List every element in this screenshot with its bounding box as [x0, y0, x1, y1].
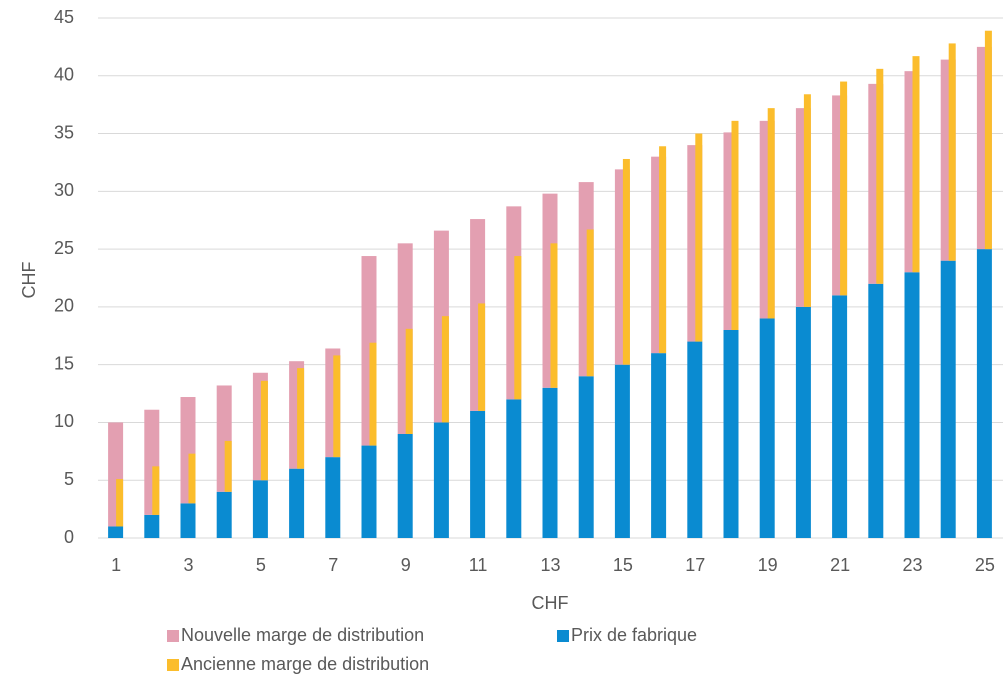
bar [578, 376, 594, 538]
y-tick-label: 15 [54, 353, 74, 373]
bar [614, 364, 630, 538]
bar [876, 68, 884, 284]
bar [832, 295, 848, 538]
y-tick-label: 45 [54, 7, 74, 27]
bar [514, 256, 522, 400]
x-tick-label: 13 [540, 555, 560, 575]
legend-swatch [167, 659, 179, 671]
bar [651, 353, 667, 538]
x-axis-label: CHF [532, 593, 569, 613]
y-tick-label: 20 [54, 296, 74, 316]
bar [767, 108, 775, 319]
bar [904, 272, 920, 538]
bar [586, 229, 594, 377]
bar [188, 453, 196, 504]
y-tick-label: 5 [64, 469, 74, 489]
x-tick-label: 1 [111, 555, 121, 575]
y-axis-label: CHF [19, 262, 39, 299]
bar [297, 368, 305, 469]
y-tick-label: 40 [54, 65, 74, 85]
bar [912, 56, 920, 273]
x-tick-label: 3 [183, 555, 193, 575]
bar [289, 468, 305, 538]
bar [506, 399, 522, 538]
bar [260, 380, 268, 481]
bar [550, 243, 558, 388]
bar [695, 133, 703, 342]
bar [759, 318, 775, 538]
bar [441, 316, 449, 423]
bar [152, 466, 160, 515]
y-tick-label: 0 [64, 527, 74, 547]
bar [868, 283, 884, 538]
x-tick-label: 23 [902, 555, 922, 575]
bar [470, 410, 486, 538]
bar [976, 249, 992, 538]
x-tick-label: 25 [975, 555, 995, 575]
bar [180, 503, 196, 538]
x-tick-label: 19 [758, 555, 778, 575]
bar [542, 387, 558, 538]
bar [478, 303, 486, 411]
bar [405, 328, 413, 434]
bar [840, 81, 848, 296]
bar [216, 491, 232, 538]
bar [622, 158, 630, 365]
bar [948, 43, 956, 261]
legend-swatch [557, 630, 569, 642]
bar [803, 94, 811, 307]
legend-swatch [167, 630, 179, 642]
x-tick-label: 11 [469, 555, 488, 575]
x-tick-label: 15 [613, 555, 633, 575]
legend-label: Ancienne marge de distribution [181, 654, 429, 674]
bar [361, 445, 377, 538]
y-tick-label: 25 [54, 238, 74, 258]
legend-label: Prix de fabrique [571, 625, 697, 645]
bar [252, 480, 268, 538]
bar [723, 330, 739, 538]
bar [795, 306, 811, 538]
bar [659, 146, 667, 354]
y-tick-label: 30 [54, 180, 74, 200]
y-tick-label: 10 [54, 411, 74, 431]
bar [687, 341, 703, 538]
bar [144, 514, 160, 538]
bar [333, 355, 341, 458]
bar [940, 260, 956, 538]
bar [116, 479, 124, 527]
bar [731, 120, 739, 330]
bar [325, 457, 341, 538]
bar [984, 30, 992, 250]
x-tick-label: 7 [328, 555, 338, 575]
bar [433, 422, 449, 538]
y-tick-label: 35 [54, 122, 74, 142]
x-tick-label: 5 [256, 555, 266, 575]
x-tick-label: 9 [401, 555, 411, 575]
bar [369, 342, 377, 446]
bar [224, 440, 232, 492]
bar [397, 434, 413, 538]
bar [108, 526, 124, 538]
legend-label: Nouvelle marge de distribution [181, 625, 424, 645]
x-tick-label: 21 [830, 555, 850, 575]
x-tick-label: 17 [685, 555, 705, 575]
